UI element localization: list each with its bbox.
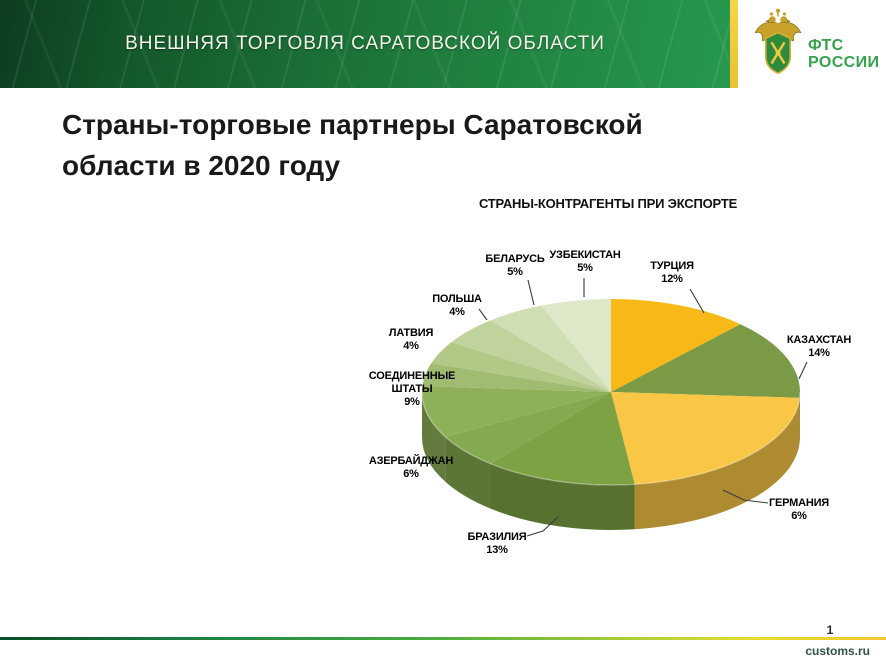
pie-slice-side-others bbox=[634, 397, 800, 530]
leader-line-poland bbox=[478, 308, 488, 321]
pie-callout-label: СОЕДИНЕННЫЕ ШТАТЫ bbox=[368, 370, 456, 395]
pie-callout-value: 6% bbox=[403, 468, 419, 480]
pie-slice-uzbekistan bbox=[490, 305, 611, 392]
pie-callout-germany: ГЕРМАНИЯ 6% bbox=[769, 497, 829, 523]
pie-slice-usa bbox=[422, 386, 611, 437]
pie-callout-label: ТУРЦИЯ bbox=[650, 260, 694, 272]
pie-front-rim-highlight bbox=[421, 391, 801, 486]
pie-callout-label: БРАЗИЛИЯ bbox=[467, 531, 527, 543]
footer-divider bbox=[0, 637, 886, 640]
fts-logo-block: ФТС РОССИИ bbox=[738, 0, 886, 88]
pie-callout-value: 14% bbox=[808, 347, 830, 359]
pie-callout-label: КАЗАХСТАН bbox=[786, 334, 852, 346]
fts-logo-line1: ФТС bbox=[808, 37, 844, 54]
pie-callout-label: БЕЛАРУСЬ bbox=[485, 253, 545, 265]
pie-slice-others bbox=[611, 392, 800, 485]
fts-emblem-svg bbox=[754, 8, 802, 75]
pie-callout-value: 6% bbox=[791, 510, 807, 522]
pie-callout-label: ПОЛЬША bbox=[432, 293, 482, 305]
pie-slice-germany bbox=[541, 299, 611, 392]
pie-callout-value: 5% bbox=[507, 266, 523, 278]
chart-title: СТРАНЫ-КОНТРАГЕНТЫ ПРИ ЭКСПОРТЕ bbox=[478, 196, 738, 211]
page-number: 1 bbox=[826, 623, 834, 637]
header-banner: ВНЕШНЯЯ ТОРГОВЛЯ САРАТОВСКОЙ ОБЛАСТИ bbox=[0, 0, 730, 88]
pie-callout-brazil: БРАЗИЛИЯ 13% bbox=[468, 531, 527, 557]
pie-callout-label: АЗЕРБАЙДЖАН bbox=[368, 455, 454, 467]
pie-callout-belarus: БЕЛАРУСЬ 5% bbox=[485, 253, 544, 279]
banner-title: ВНЕШНЯЯ ТОРГОВЛЯ САРАТОВСКОЙ ОБЛАСТИ bbox=[125, 33, 605, 54]
leader-line-kazakhstan bbox=[798, 361, 808, 380]
pie-callout-value: 9% bbox=[404, 396, 420, 408]
fts-logo-text: ФТС РОССИИ bbox=[808, 37, 879, 71]
leader-line-brazil bbox=[526, 516, 559, 537]
pie-callout-kazakhstan: КАЗАХСТАН 14% bbox=[787, 334, 851, 360]
pie-slice-poland bbox=[431, 342, 611, 392]
leader-line-germany bbox=[722, 489, 769, 504]
pie-slice-belarus bbox=[451, 320, 611, 392]
pie-slice-brazil bbox=[490, 392, 635, 485]
pie-slice-side-brazil bbox=[490, 463, 635, 530]
pie-callout-poland: ПОЛЬША 4% bbox=[432, 293, 482, 319]
pie-callout-label: УЗБЕКИСТАН bbox=[549, 249, 621, 261]
pie-callout-value: 12% bbox=[661, 273, 683, 285]
customs-site-label: customs.ru bbox=[805, 644, 870, 658]
pie-slice-latvia bbox=[422, 363, 611, 392]
pie-callout-turkey: ТУРЦИЯ 12% bbox=[650, 260, 694, 286]
page-title: Страны-торговые партнеры Саратовской обл… bbox=[62, 109, 643, 181]
leader-line-turkey bbox=[689, 288, 705, 314]
pie-callout-value: 4% bbox=[403, 340, 419, 352]
fts-emblem-icon bbox=[752, 6, 804, 87]
pie-callout-value: 13% bbox=[486, 544, 508, 556]
pie-callout-label: ЛАТВИЯ bbox=[388, 327, 434, 339]
accent-strip bbox=[730, 0, 738, 88]
pie-callout-label: ГЕРМАНИЯ bbox=[768, 497, 830, 509]
pie-slice-kazakhstan bbox=[611, 324, 800, 398]
pie-slice-side-usa bbox=[422, 392, 446, 482]
pie-callout-value: 4% bbox=[449, 306, 465, 318]
pie-slice-side-azerbaijan bbox=[445, 436, 491, 509]
pie-callout-latvia: ЛАТВИЯ 4% bbox=[388, 327, 434, 353]
leader-line-belarus bbox=[527, 279, 535, 306]
pie-callout-value: 5% bbox=[577, 262, 593, 274]
pie-callout-uzbekistan: УЗБЕКИСТАН 5% bbox=[549, 249, 620, 275]
pie-callout-azerbaijan: АЗЕРБАЙДЖАН 6% bbox=[368, 455, 454, 481]
pie-callout-usa: СОЕДИНЕННЫЕ ШТАТЫ 9% bbox=[368, 370, 456, 409]
pie-slice-azerbaijan bbox=[445, 392, 611, 464]
pie-slice-turkey bbox=[611, 299, 741, 392]
fts-logo-line2: РОССИИ bbox=[808, 54, 880, 71]
